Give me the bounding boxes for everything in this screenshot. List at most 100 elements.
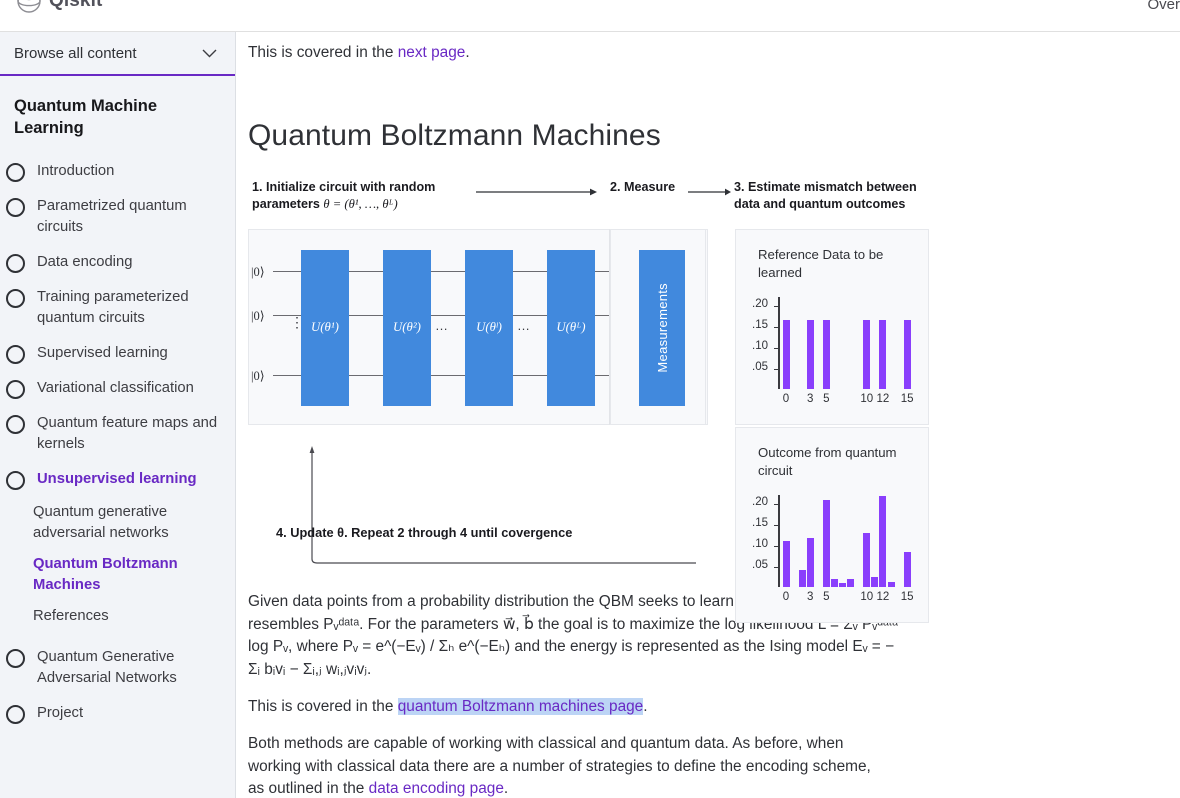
x-tick-label: 5 (823, 393, 830, 406)
chart-bar (806, 319, 814, 390)
outcome-chart-plot: .05 .10 .15 .20 0 3 5 10 12 15 (736, 487, 930, 615)
unitary-gate: U(θᴸ) (547, 249, 595, 406)
closing-prefix: Both methods are capable of working with… (248, 734, 871, 798)
x-tick-label: 15 (900, 591, 914, 604)
circle-bullet-icon (6, 162, 25, 182)
circle-bullet-icon (6, 253, 25, 273)
y-tick-label: .15 (752, 516, 768, 529)
figure-step-2: 2. Measure (610, 179, 676, 194)
sidebar-item-project[interactable]: Project (0, 696, 235, 731)
page-title: Quantum Boltzmann Machines (248, 118, 661, 152)
sidebar-subitem-label: References (33, 607, 109, 624)
chart-bar (830, 579, 838, 588)
y-tick-label: .20 (752, 495, 768, 508)
y-tick-label: .05 (752, 558, 768, 571)
outcome-chart-title: Outcome from quantum circuit (758, 444, 897, 478)
qubit-ket-label: |0⟩ (251, 368, 265, 383)
sidebar-item-label: Variational classification (37, 379, 194, 396)
chart-bar (879, 319, 887, 390)
chart-bar (782, 319, 790, 390)
qubit-vertical-ellipsis: ⋮ (290, 313, 304, 330)
unitary-gate: U(θ¹) (301, 249, 349, 406)
qubit-ket-label: |0⟩ (251, 308, 265, 323)
figure-step-3-line1: 3. Estimate mismatch between (734, 179, 917, 194)
sidebar-subitem-quantum-generative-adversarial-networks[interactable]: Quantum generative adversarial networks (0, 497, 235, 549)
chart-bar (782, 540, 790, 588)
covered-prefix: This is covered in the (248, 697, 398, 715)
covered-paragraph: This is covered in the quantum Boltzmann… (248, 682, 928, 719)
y-tick-label: .20 (752, 297, 768, 310)
y-tick-mark (774, 347, 779, 350)
arrow-right-short-icon (688, 188, 731, 196)
sidebar-item-label: Quantum feature maps and kernels (37, 414, 218, 452)
figure-steps-header: 1. Initialize circuit with random parame… (248, 177, 940, 219)
figure-step-1: 1. Initialize circuit with random parame… (252, 179, 467, 213)
unitary-gate-label: U(θˡ) (476, 320, 502, 335)
qiskit-logo[interactable]: Qiskit (16, 0, 102, 14)
measurement-gate-label: Measurements (654, 283, 670, 373)
circle-bullet-icon (6, 704, 25, 724)
sidebar-item-label: Training parameterized quantum circuits (37, 288, 189, 326)
top-bar: Qiskit Over (0, 0, 1180, 32)
browse-all-content-dropdown[interactable]: Browse all content (0, 32, 235, 76)
top-nav-overview[interactable]: Over (1147, 0, 1180, 13)
sidebar-subitem-quantum-boltzmann-machines[interactable]: Quantum Boltzmann Machines (0, 549, 235, 601)
closing-suffix: . (503, 780, 509, 798)
chevron-down-icon (202, 49, 217, 57)
unitary-gate: U(θˡ) (465, 249, 513, 406)
chart-bar (903, 319, 911, 390)
chart-bar (806, 538, 814, 588)
figure-step-1-line1: 1. Initialize circuit with random (252, 179, 436, 194)
outcome-chart-card: Outcome from quantum circuit .05 .10 .15 .2… (735, 426, 930, 623)
sidebar-item-unsupervised-learning[interactable]: Unsupervised learning (0, 462, 235, 497)
sidebar-item-parametrized-quantum-circuits[interactable]: Parametrized quantum circuits (0, 189, 235, 245)
loss-plot-axes (309, 445, 696, 564)
qubit-ket-label: |0⟩ (251, 264, 265, 279)
y-tick-mark (774, 368, 779, 370)
y-tick-mark (774, 566, 779, 568)
x-tick-label: 5 (823, 591, 830, 604)
circle-bullet-icon (6, 648, 25, 668)
chart-bar (887, 582, 895, 588)
circle-bullet-icon (6, 470, 25, 490)
y-tick-label: .05 (752, 360, 768, 373)
sidebar-item-introduction[interactable]: Introduction (0, 154, 235, 189)
reference-data-chart-plot: .05 .10 .15 .20 0 3 5 10 12 15 (736, 289, 930, 417)
qiskit-logo-icon (17, 0, 41, 13)
y-axis (778, 495, 780, 588)
figure-step-3-line2: data and quantum outcomes (734, 196, 906, 211)
sidebar-item-quantum-generative-adversarial-networks[interactable]: Quantum Generative Adversarial Networks (0, 640, 235, 696)
browse-all-content-label: Browse all content (14, 44, 137, 62)
sidebar-item-supervised-learning[interactable]: Supervised learning (0, 336, 235, 371)
chart-bar (863, 319, 871, 390)
y-tick-label: .10 (752, 339, 768, 352)
sidebar-nav-list: Introduction Parametrized quantum circui… (0, 144, 235, 731)
quantum-boltzmann-machines-page-link[interactable]: quantum Boltzmann machines page (397, 697, 644, 715)
sidebar-item-data-encoding[interactable]: Data encoding (0, 245, 235, 280)
data-encoding-page-link[interactable]: data encoding page (368, 780, 504, 798)
sidebar-item-training-parameterized-quantum-circuits[interactable]: Training parameterized quantum circuits (0, 280, 235, 336)
sidebar-item-variational-classification[interactable]: Variational classification (0, 371, 235, 406)
next-page-link[interactable]: next page (397, 44, 466, 61)
sidebar-item-quantum-feature-maps-and-kernels[interactable]: Quantum feature maps and kernels (0, 406, 235, 462)
sidebar-subitem-references[interactable]: References (0, 601, 235, 632)
circle-bullet-icon (6, 344, 25, 364)
sidebar-item-label: Supervised learning (37, 344, 168, 361)
sidebar-item-label: Quantum Generative Adversarial Networks (37, 648, 177, 686)
chart-bar (822, 500, 830, 588)
measurement-panel: Measurements (610, 228, 706, 425)
chart-bar (863, 532, 871, 588)
unitary-gate: U(θ²) (383, 249, 431, 406)
y-tick-label: .10 (752, 537, 768, 550)
circle-bullet-icon (6, 379, 25, 399)
covered-suffix: . (643, 697, 648, 715)
x-tick-label: 0 (782, 591, 790, 604)
unitary-gate-label: U(θ²) (393, 320, 421, 335)
x-tick-label: 10 (860, 393, 874, 406)
qiskit-logo-text: Qiskit (49, 0, 103, 11)
circle-bullet-icon (6, 197, 25, 217)
x-tick-label: 12 (876, 393, 890, 406)
figure-step-1-line2-prefix: parameters (252, 196, 324, 211)
y-tick-mark (774, 305, 779, 308)
y-tick-mark (774, 326, 779, 329)
